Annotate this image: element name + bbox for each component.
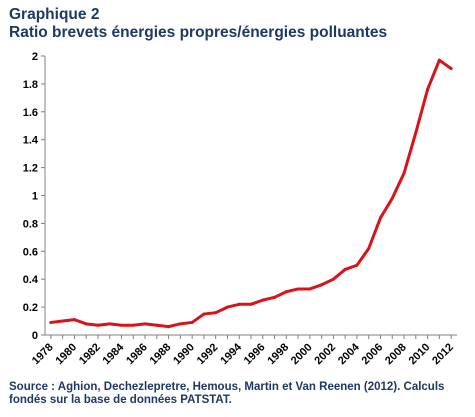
data-point	[390, 196, 394, 200]
data-point	[155, 323, 159, 327]
data-point	[167, 325, 171, 329]
x-tick-label: 1984	[101, 341, 127, 367]
data-point	[261, 298, 265, 302]
data-point	[214, 311, 218, 315]
data-point	[449, 67, 453, 71]
x-tick-label: 2010	[407, 341, 433, 367]
x-tick-label: 1996	[242, 341, 268, 367]
x-tick-label: 1990	[171, 341, 197, 367]
y-tick-label: 1.2	[23, 163, 38, 175]
y-tick-label: 1.6	[23, 107, 38, 119]
data-point	[225, 305, 229, 309]
x-tick-label: 1978	[30, 341, 56, 367]
y-tick-label: 0.6	[23, 246, 38, 258]
data-point	[367, 247, 371, 251]
data-point	[190, 320, 194, 324]
data-point	[331, 277, 335, 281]
x-tick-label: 1986	[124, 341, 150, 367]
x-tick-label: 2002	[312, 341, 338, 367]
y-tick-label: 0.2	[23, 302, 38, 314]
y-tick-label: 1.4	[23, 135, 39, 147]
source-line-1: Source : Aghion, Dechezlepretre, Hemous,…	[9, 381, 445, 393]
y-tick-label: 0	[32, 330, 38, 342]
data-point	[343, 267, 347, 271]
data-point	[320, 283, 324, 287]
data-point	[131, 323, 135, 327]
chart-subtitle: Ratio brevets énergies propres/énergies …	[9, 24, 388, 41]
data-point	[96, 323, 100, 327]
data-point	[308, 287, 312, 291]
data-point	[414, 131, 418, 135]
source-line-2: fondés sur la base de données PATSTAT.	[9, 394, 232, 406]
y-tick-label: 1.8	[23, 79, 38, 91]
data-point	[108, 322, 112, 326]
y-axis: 0 0.2 0.4 0.6 0.8 1 1.2 1.4 1.6 1.8 2	[23, 51, 46, 342]
data-point	[72, 318, 76, 322]
source-note: Source : Aghion, Dechezlepretre, Hemous,…	[9, 381, 469, 407]
data-point	[273, 295, 277, 299]
y-tick-label: 1	[32, 191, 38, 203]
x-tick-label: 1988	[148, 341, 174, 367]
data-point	[296, 287, 300, 291]
x-tick-label: 2000	[289, 341, 315, 367]
data-point	[426, 87, 430, 91]
x-tick-label: 1998	[265, 341, 291, 367]
y-tick-label: 0.8	[23, 218, 38, 230]
data-point	[284, 290, 288, 294]
chart-title: Graphique 2	[9, 6, 100, 23]
series-line-0	[49, 58, 453, 329]
data-point	[355, 263, 359, 267]
x-tick-label: 1992	[195, 341, 221, 367]
y-tick-label: 2	[32, 51, 38, 63]
data-point	[61, 319, 65, 323]
x-axis: 1978198019821984198619881990199219941996…	[30, 334, 457, 367]
data-point	[202, 312, 206, 316]
x-tick-label: 1980	[53, 341, 79, 367]
data-point	[237, 302, 241, 306]
data-point	[143, 322, 147, 326]
x-tick-label: 2006	[360, 341, 386, 367]
data-point	[378, 216, 382, 220]
data-point	[249, 302, 253, 306]
x-tick-label: 1994	[218, 341, 244, 367]
data-point	[178, 322, 182, 326]
data-point	[84, 322, 88, 326]
y-tick-label: 0.4	[23, 274, 39, 286]
data-point	[437, 58, 441, 62]
data-point	[402, 171, 406, 175]
x-tick-label: 2004	[336, 341, 362, 367]
x-tick-label: 2008	[383, 341, 409, 367]
series-layer	[49, 58, 453, 329]
x-tick-label: 2012	[430, 341, 456, 367]
x-tick-label: 1982	[77, 341, 103, 367]
data-point	[120, 323, 124, 327]
data-point	[49, 320, 53, 324]
